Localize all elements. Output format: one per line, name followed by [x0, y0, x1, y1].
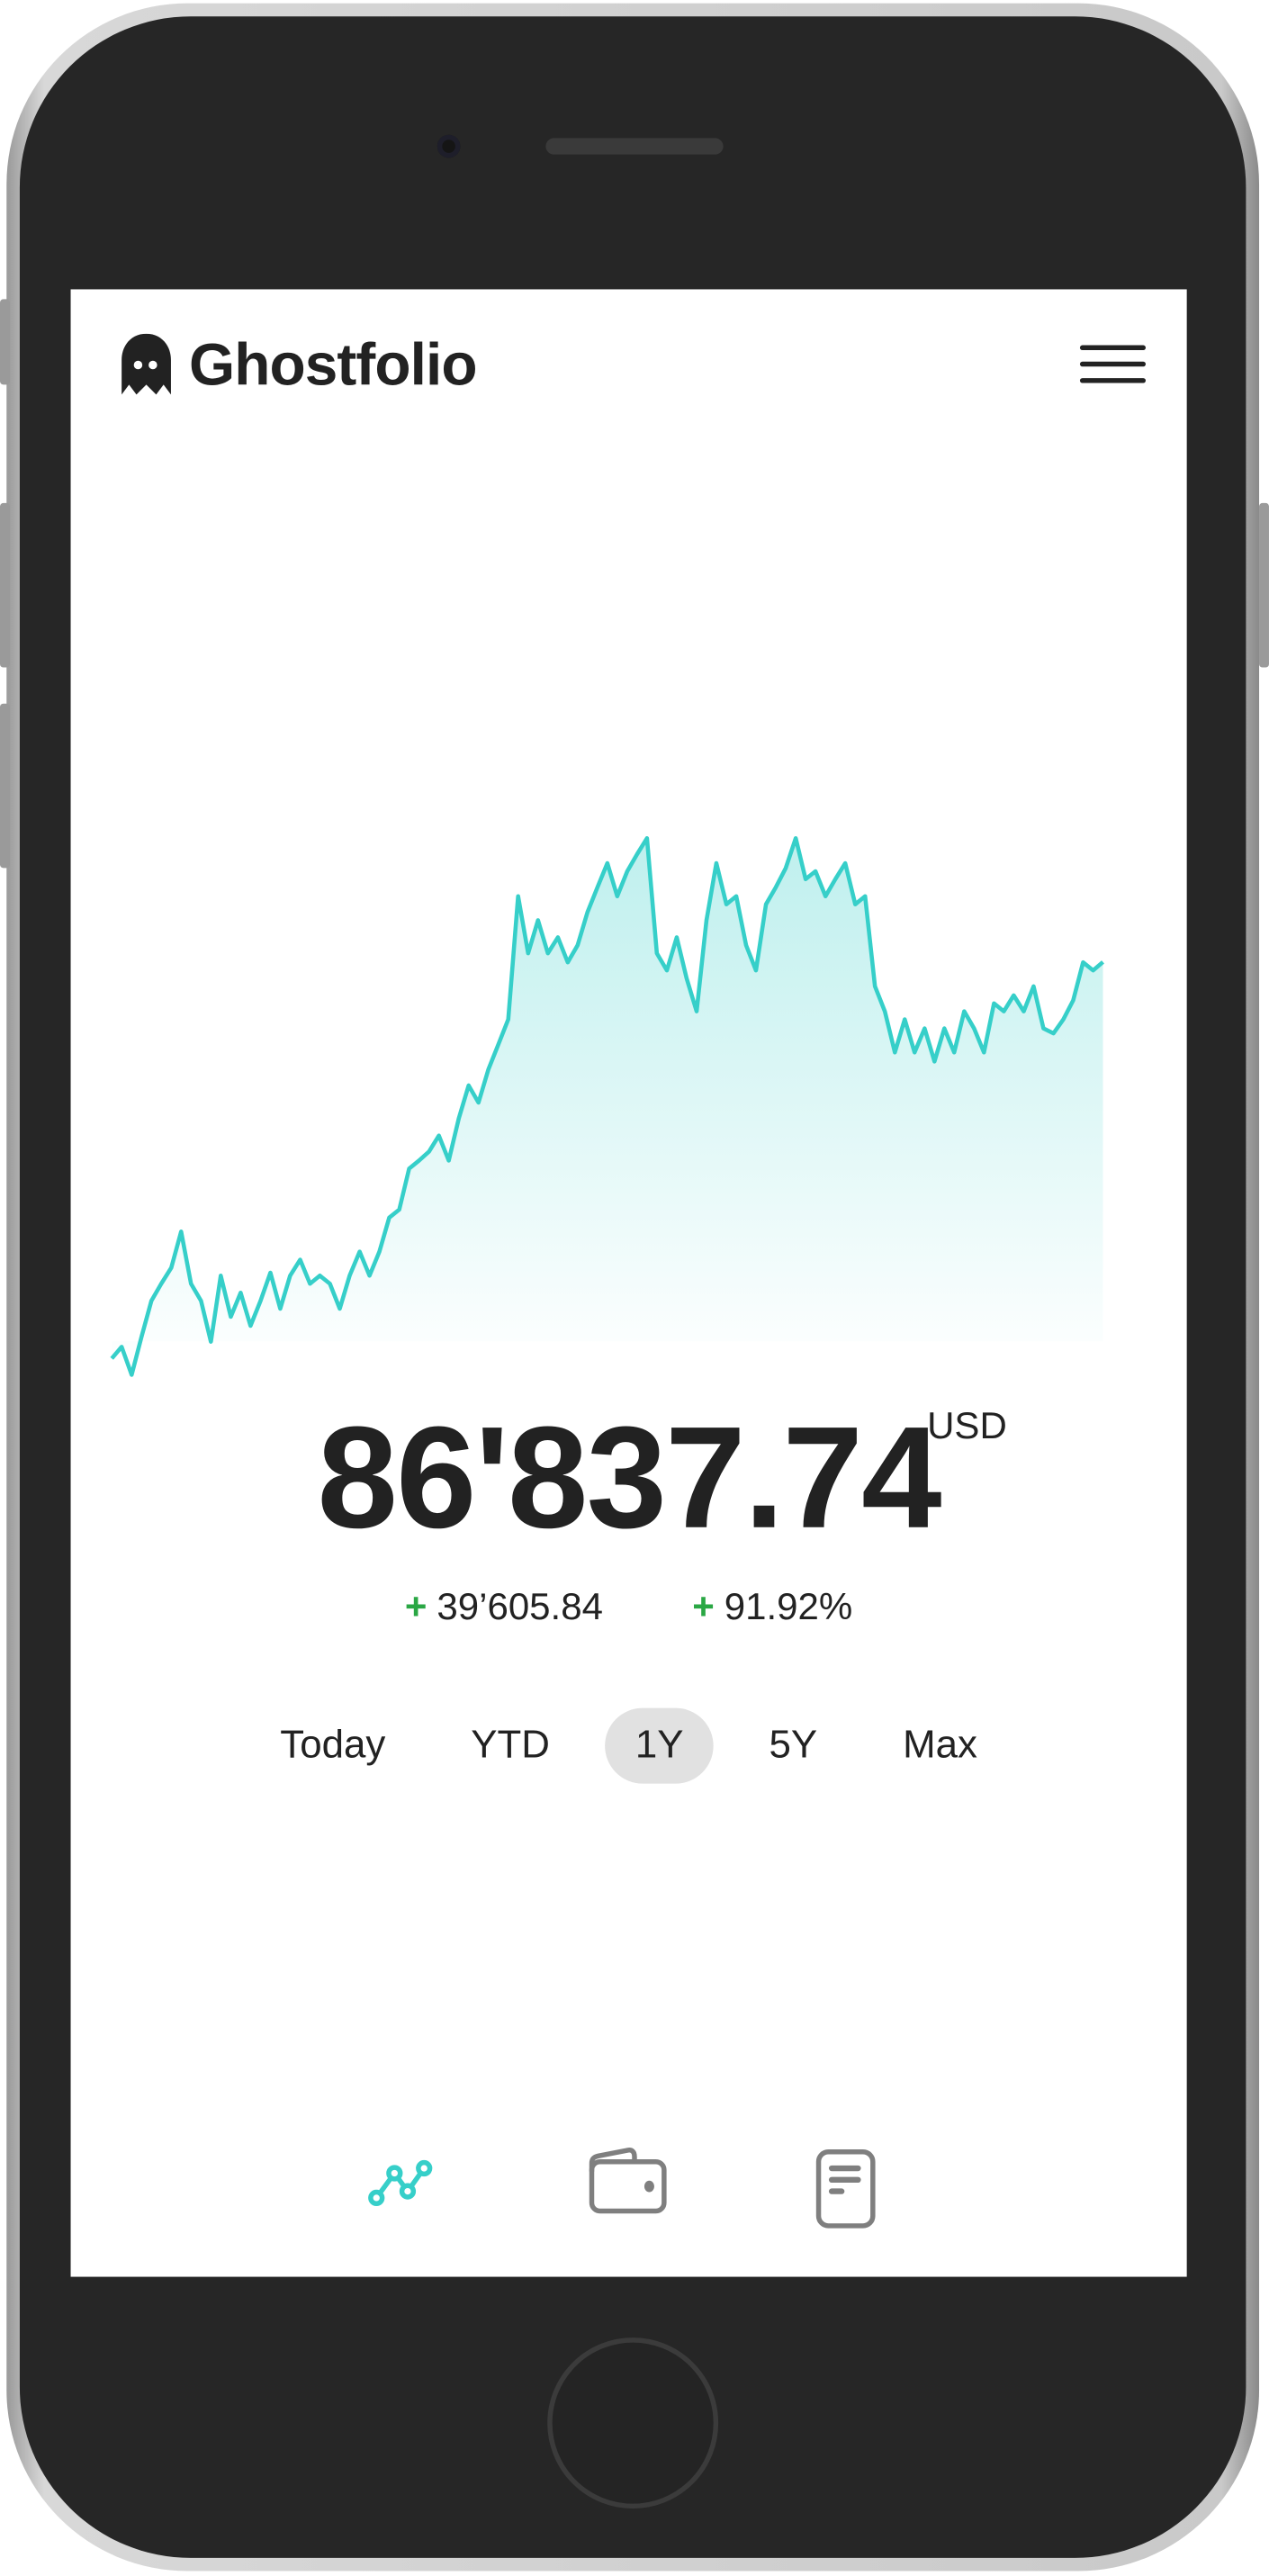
nav-activities[interactable] [804, 2144, 896, 2236]
currency-label: USD [927, 1403, 1007, 1447]
absolute-change-value: 39’605.84 [436, 1584, 603, 1628]
percent-change-value: 91.92% [724, 1584, 853, 1628]
nav-holdings[interactable] [587, 2144, 679, 2236]
range-selector: Today YTD 1Y 5Y Max [71, 1707, 1187, 1784]
power-button [1259, 502, 1269, 668]
wallet-icon [589, 2148, 667, 2214]
hamburger-icon[interactable] [1079, 345, 1147, 385]
volume-up-button [0, 502, 10, 668]
range-1y[interactable]: 1Y [605, 1707, 714, 1784]
camera-icon [436, 134, 461, 158]
document-icon [815, 2149, 876, 2229]
chart-line [110, 835, 1104, 1377]
app-title: Ghostfolio [189, 330, 477, 398]
portfolio-total: 86'837.74 [317, 1395, 942, 1559]
performance-chart [110, 835, 1104, 1377]
range-ytd[interactable]: YTD [471, 1723, 550, 1768]
percent-change: +91.92% [692, 1585, 852, 1629]
nav-overview[interactable] [366, 2144, 458, 2236]
absolute-change: +39’605.84 [405, 1585, 603, 1629]
line-chart-icon [368, 2159, 433, 2207]
portfolio-value: 86'837.74 [71, 1394, 1187, 1562]
ghost-icon [122, 333, 171, 395]
app-screen: Ghostfolio 86'837.74 USD +39’605.84 +91.… [70, 289, 1187, 2277]
chart-area-fill [112, 838, 1103, 1375]
range-5y[interactable]: 5Y [769, 1723, 818, 1768]
home-button[interactable] [547, 2337, 719, 2509]
mute-switch [0, 299, 10, 385]
speaker-grille [545, 138, 724, 155]
volume-down-button [0, 703, 10, 869]
range-max[interactable]: Max [903, 1723, 977, 1768]
plus-sign: + [404, 1584, 428, 1628]
range-today[interactable]: Today [280, 1723, 386, 1768]
plus-sign: + [692, 1584, 715, 1628]
performance-changes: +39’605.84 +91.92% [71, 1585, 1187, 1629]
app-logo[interactable]: Ghostfolio [120, 330, 478, 400]
